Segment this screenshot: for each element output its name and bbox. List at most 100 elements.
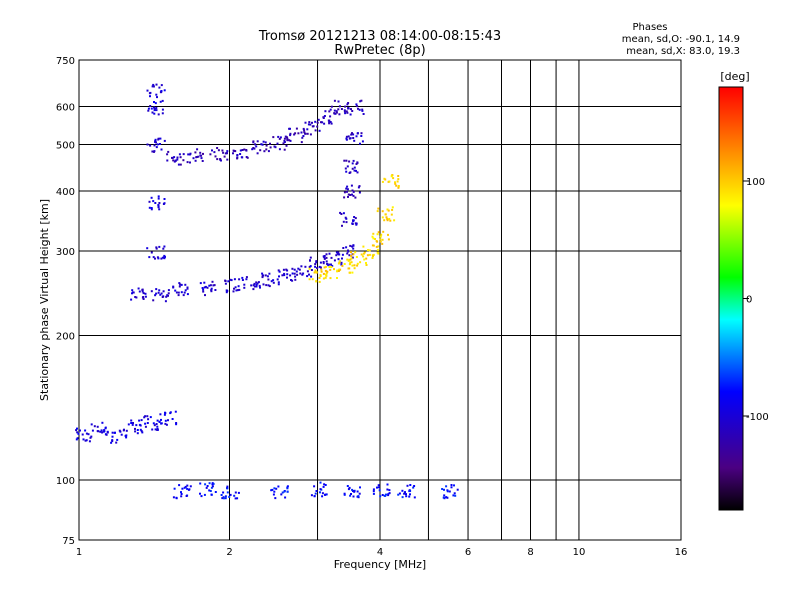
data-point (229, 278, 232, 281)
data-point (278, 275, 280, 278)
data-point (159, 143, 161, 145)
data-point (180, 491, 182, 494)
data-point (293, 272, 296, 275)
data-point (125, 436, 128, 439)
data-point (314, 120, 317, 123)
data-point (330, 105, 333, 108)
data-point (158, 208, 161, 211)
data-point (450, 484, 453, 486)
data-point (209, 490, 212, 492)
data-point (184, 289, 187, 292)
data-point (413, 485, 416, 487)
data-point (349, 271, 352, 274)
data-point (261, 274, 264, 277)
data-point (295, 127, 298, 130)
y-tick-label: 600 (56, 103, 75, 114)
data-point (252, 141, 255, 144)
data-point (302, 127, 305, 130)
data-point (379, 238, 382, 241)
data-point (224, 280, 227, 282)
data-point (284, 135, 287, 138)
data-point (322, 117, 325, 119)
data-point (184, 283, 187, 286)
data-point (344, 167, 347, 170)
data-point (277, 135, 280, 138)
data-point (114, 431, 116, 434)
data-point (333, 268, 335, 271)
data-point (115, 441, 118, 444)
data-point (361, 109, 364, 112)
data-point (255, 285, 258, 288)
data-point (161, 256, 164, 259)
data-point (374, 238, 376, 240)
data-point (403, 492, 406, 495)
data-point (265, 148, 268, 151)
data-point (319, 261, 322, 264)
data-point (350, 133, 353, 136)
data-point (337, 100, 340, 103)
data-point (397, 186, 400, 189)
data-point (186, 286, 189, 289)
data-point (143, 416, 146, 419)
data-point (103, 430, 106, 433)
data-point (82, 438, 85, 441)
data-point (343, 110, 346, 113)
data-point (340, 213, 343, 215)
data-point (147, 418, 150, 421)
data-point (278, 270, 281, 273)
data-point (344, 112, 347, 115)
data-point (221, 497, 224, 500)
data-point (345, 135, 348, 138)
data-point (300, 265, 303, 268)
data-point (352, 194, 355, 197)
data-point (245, 149, 248, 152)
data-point (327, 264, 330, 267)
data-point (138, 290, 141, 293)
data-point (340, 263, 343, 266)
data-point (157, 206, 160, 209)
data-point (314, 265, 317, 268)
data-point (281, 274, 284, 277)
data-point (103, 429, 106, 432)
data-point (267, 150, 270, 153)
data-point (118, 429, 121, 432)
data-point (322, 277, 325, 280)
data-point (293, 133, 296, 136)
data-point (372, 253, 375, 256)
data-point (311, 278, 314, 281)
data-point (326, 270, 329, 273)
data-point (154, 202, 157, 204)
data-point (349, 113, 352, 116)
data-point (282, 268, 285, 271)
data-point (355, 103, 358, 106)
data-point (348, 254, 351, 257)
data-point (151, 428, 154, 431)
data-point (314, 269, 317, 272)
data-point (214, 155, 217, 158)
data-point (217, 149, 220, 152)
data-point (158, 86, 161, 89)
data-point (270, 489, 273, 492)
data-point (309, 259, 311, 262)
data-point (150, 290, 153, 293)
data-point (224, 152, 227, 155)
data-point (345, 217, 348, 220)
data-point (348, 172, 351, 174)
data-point (255, 145, 258, 148)
data-point (301, 136, 304, 139)
data-point (210, 289, 213, 292)
data-point (356, 132, 359, 135)
data-point (335, 254, 338, 257)
data-point (398, 492, 401, 495)
data-point (313, 495, 316, 498)
data-point (387, 209, 390, 212)
data-point (337, 108, 340, 111)
data-point (368, 253, 371, 256)
data-point (277, 283, 280, 286)
data-point (164, 411, 166, 414)
stats-line-x: mean, sd,X: 83.0, 19.3 (626, 46, 740, 57)
data-point (210, 287, 213, 290)
data-point (442, 496, 445, 499)
data-point (385, 493, 387, 496)
data-point (357, 107, 359, 110)
